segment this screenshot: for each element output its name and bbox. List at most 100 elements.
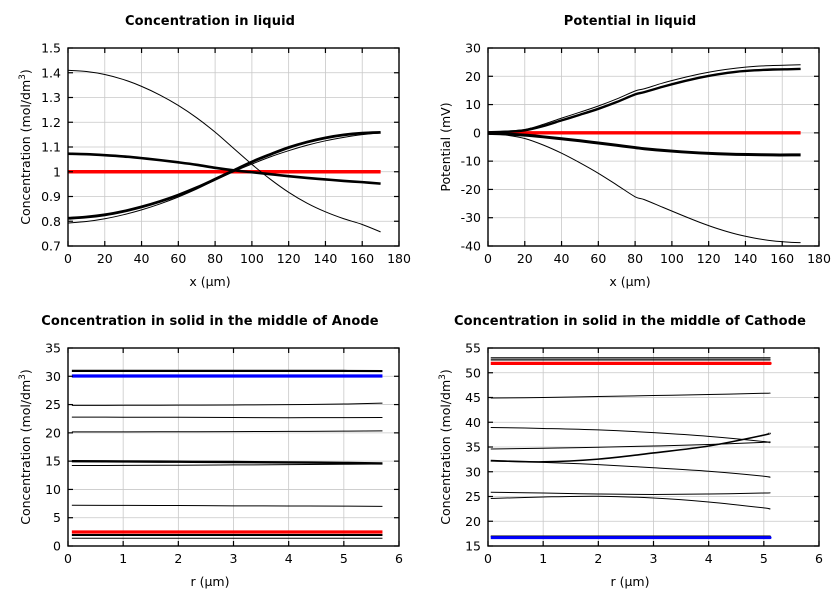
x-tick-label: 0	[64, 551, 72, 566]
y-tick-label: 1.5	[41, 41, 61, 56]
y-tick-label: -30	[461, 210, 481, 225]
panel-title: Concentration in solid in the middle of …	[41, 314, 379, 329]
plot-frame	[487, 47, 820, 247]
curve-thick-32-rising	[490, 432, 771, 463]
axis-ticks: 0 1 2 3 4 5 6 0 5 10 15 20 25 30 35	[45, 341, 403, 567]
x-tick-label: 60	[590, 251, 606, 266]
x-axis-label: r (µm)	[610, 574, 650, 589]
grid-lines	[488, 48, 819, 246]
y-tick-label: 20	[465, 69, 481, 84]
x-tick-label: 20	[97, 251, 113, 266]
x-tick-label: 80	[207, 251, 223, 266]
x-tick-label: 60	[170, 251, 186, 266]
x-tick-label: 40	[554, 251, 570, 266]
x-tick-label: 0	[484, 551, 492, 566]
x-tick-label: 80	[627, 251, 643, 266]
x-tick-label: 140	[734, 251, 758, 266]
curve-thin-345-rising	[490, 441, 771, 450]
y-tick-label: 10	[465, 97, 481, 112]
x-axis-label: r (µm)	[190, 574, 230, 589]
x-tick-label: 2	[594, 551, 602, 566]
y-tick-label: 25	[45, 397, 61, 412]
panel-concentration-in-liquid: Concentration in liquid 0 20 40 60 80 100 120 1…	[0, 0, 420, 300]
y-tick-label: 10	[45, 482, 61, 497]
x-tick-label: 0	[64, 251, 72, 266]
x-tick-label: 180	[387, 251, 411, 266]
y-tick-label: 35	[465, 440, 481, 455]
y-tick-label: 5	[53, 510, 61, 525]
grid-lines	[68, 348, 399, 546]
axis-ticks: 0 20 40 60 80 100 120 140 160 180 -40 -30 -20 -10 0 10 2…	[461, 41, 831, 267]
curve-thin-39-falling	[490, 426, 771, 444]
x-tick-label: 100	[240, 251, 264, 266]
y-tick-label: -20	[461, 182, 481, 197]
curve-thin-7	[71, 504, 383, 507]
x-tick-label: 5	[340, 551, 348, 566]
plot-area-wrapper: 0 20 40 60 80 100 120 140 160 180 0.7 0.8 0.9 1 1.1 1.2…	[0, 0, 420, 300]
plot-area-wrapper: 0 20 40 60 80 100 120 140 160 180 -40 -30 -20 -10 0 10 2…	[420, 0, 840, 300]
panel-concentration-in-solid-anode: Concentration in solid in the middle of …	[0, 300, 420, 600]
x-tick-label: 100	[660, 251, 684, 266]
plot-area-wrapper: 0 1 2 3 4 5 6 15 20 25 30 35 40 45 50 55	[420, 300, 840, 600]
y-tick-label: 0	[473, 125, 481, 140]
y-tick-label: 1.2	[41, 115, 61, 130]
grid-lines	[488, 348, 819, 546]
curve-thin-rising-upper	[488, 64, 801, 133]
y-tick-label: 30	[465, 41, 481, 56]
x-axis-label: x (µm)	[609, 274, 651, 289]
y-tick-label: 40	[465, 415, 481, 430]
y-axis-label: Concentration (mol/dm3)	[17, 69, 33, 225]
y-tick-label: 20	[45, 425, 61, 440]
y-tick-label: 45	[465, 390, 481, 405]
curve-thin-24	[71, 402, 383, 406]
x-tick-label: 0	[484, 251, 492, 266]
y-tick-label: 55	[465, 341, 481, 356]
y-tick-label: 1.3	[41, 90, 61, 105]
data-curves	[488, 64, 801, 244]
y-axis-label: Concentration (mol/dm3)	[17, 369, 33, 525]
y-tick-label: 50	[465, 365, 481, 380]
panel-title: Concentration in liquid	[124, 14, 296, 29]
curve-thin-descending	[68, 69, 381, 233]
y-tick-label: 30	[465, 464, 481, 479]
data-curves	[71, 369, 383, 539]
y-axis-label: Potential (mV)	[438, 102, 453, 192]
x-tick-label: 20	[517, 251, 533, 266]
data-curves	[490, 357, 772, 540]
y-tick-label: 25	[465, 489, 481, 504]
y-tick-label: 1	[53, 164, 61, 179]
panel-title: Potential in liquid	[563, 14, 697, 29]
x-tick-label: 160	[770, 251, 794, 266]
x-tick-label: 180	[807, 251, 831, 266]
x-tick-label: 140	[314, 251, 338, 266]
y-tick-label: 1.4	[41, 65, 61, 80]
y-tick-label: -40	[461, 239, 481, 254]
curve-thin-26	[490, 491, 771, 496]
panel-title: Concentration in solid in the middle of …	[453, 314, 807, 329]
curve-thick-ascending	[68, 131, 381, 220]
x-tick-label: 4	[705, 551, 713, 566]
x-tick-label: 6	[815, 551, 823, 566]
x-tick-label: 2	[174, 551, 182, 566]
panel-potential-in-liquid: Potential in liquid 0 20 40 60 80 100 120 140 16…	[420, 0, 840, 300]
x-tick-label: 6	[395, 551, 403, 566]
x-tick-label: 4	[285, 551, 293, 566]
y-tick-label: -10	[461, 154, 481, 169]
plot-axes: 0 1 2 3 4 5 6 0 5 10 15 20 25 30 35	[45, 341, 403, 567]
x-tick-label: 1	[539, 551, 547, 566]
y-tick-label: 1.1	[41, 140, 61, 155]
x-tick-label: 3	[650, 551, 658, 566]
plot-axes: 0 20 40 60 80 100 120 140 160 180 -40 -30 -20 -10 0 10 2…	[461, 41, 831, 267]
x-tick-label: 40	[134, 251, 150, 266]
axis-ticks: 0 20 40 60 80 100 120 140 160 180 0.7 0.8 0.9 1 1.1 1.2…	[41, 41, 411, 267]
y-tick-label: 0.9	[41, 189, 61, 204]
curve-thin-20	[71, 430, 383, 433]
y-tick-label: 20	[465, 514, 481, 529]
y-tick-label: 15	[45, 454, 61, 469]
plot-axes: 0 20 40 60 80 100 120 140 160 180 0.7 0.8 0.9 1 1.1 1.2…	[41, 41, 411, 267]
curve-thin-45-rising	[490, 392, 771, 399]
x-tick-label: 5	[760, 551, 768, 566]
y-axis-label: Concentration (mol/dm3)	[437, 369, 453, 525]
y-tick-label: 15	[465, 539, 481, 554]
